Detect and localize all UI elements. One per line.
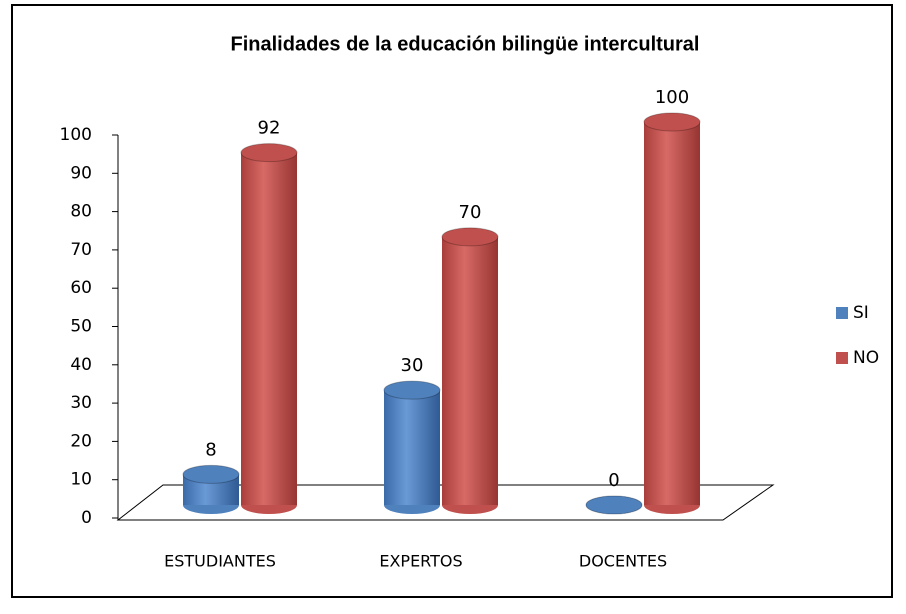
value-label: 100 (655, 87, 689, 108)
cylinder-top (643, 112, 701, 132)
chart-title: Finalidades de la educación bilingüe int… (231, 33, 700, 55)
y-tick-label: 10 (70, 470, 92, 490)
x-tick-label: EXPERTOS (379, 552, 462, 571)
bar (644, 122, 700, 505)
value-label: 30 (401, 355, 424, 376)
legend-swatch (836, 307, 848, 319)
value-label: 70 (459, 202, 482, 223)
y-tick-label: 90 (70, 163, 92, 183)
cylinder-top (240, 143, 298, 163)
bar (241, 152, 297, 505)
x-tick-label: DOCENTES (579, 552, 667, 571)
legend-label: SI (853, 303, 869, 323)
value-label: 8 (205, 439, 216, 460)
y-tick-label: 70 (70, 240, 92, 260)
y-tick-label: 100 (60, 125, 92, 145)
value-label: 0 (608, 470, 619, 491)
y-tick-label: 20 (70, 431, 92, 451)
y-tick-label: 40 (70, 355, 92, 375)
x-tick-label: ESTUDIANTES (164, 552, 276, 571)
legend-swatch (836, 352, 848, 364)
bar (384, 390, 440, 505)
y-tick-label: 60 (70, 278, 92, 298)
cylinder-top (441, 227, 499, 247)
y-tick-label: 50 (70, 317, 92, 337)
cylinder-top (182, 464, 240, 484)
cylinder-top (383, 380, 441, 400)
y-tick-label: 0 (81, 508, 92, 528)
bar (442, 236, 498, 505)
legend-label: NO (853, 348, 879, 368)
cylinder-top (585, 495, 643, 515)
value-label: 92 (258, 118, 281, 139)
y-tick-label: 30 (70, 393, 92, 413)
y-tick-label: 80 (70, 202, 92, 222)
